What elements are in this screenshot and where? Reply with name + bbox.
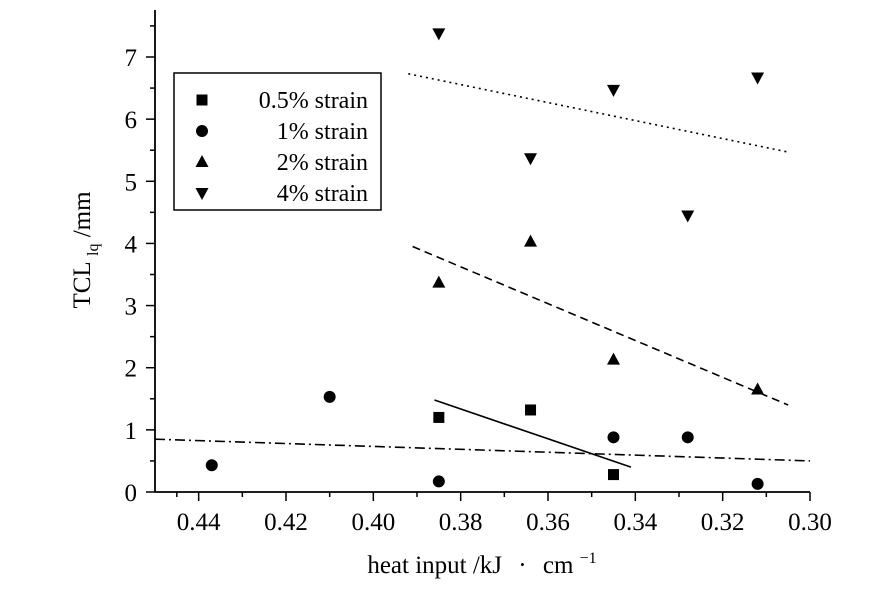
- x-tick-label: 0.38: [439, 509, 483, 536]
- y-tick-label: 7: [125, 45, 138, 72]
- fit-line-triangle-up: [412, 245, 789, 406]
- y-tick-label: 5: [125, 169, 138, 196]
- legend-marker-square: [196, 94, 208, 106]
- x-tick-label: 0.44: [177, 509, 221, 536]
- y-tick-label: 3: [125, 294, 138, 321]
- ticks: 0.44 0.42 0.40 0.38 0.36 0.34 0.32 0.30 0 1 2 3 4 5 6 7: [125, 25, 832, 536]
- legend-box: [173, 72, 382, 211]
- y-tick-label: 1: [125, 418, 138, 445]
- legend-label: 0.5% strain: [259, 88, 368, 114]
- data-point-circle: [681, 431, 694, 444]
- data-point-triangle-down: [607, 84, 620, 97]
- data-point-circle: [205, 459, 218, 472]
- x-tick-label: 0.36: [526, 509, 570, 536]
- y-tick-label: 2: [125, 356, 138, 383]
- fit-lines: [154, 72, 811, 468]
- data-point-circle: [607, 431, 620, 444]
- data-point-circle: [751, 477, 764, 490]
- data-point-square: [608, 469, 619, 481]
- x-tick-label: 0.32: [701, 509, 745, 536]
- data-point-triangle-down: [524, 153, 538, 166]
- x-tick-label: 0.30: [788, 509, 832, 536]
- legend-label: 1% strain: [277, 119, 368, 145]
- data-point-circle: [323, 390, 336, 403]
- y-axis-title: TCL lq /mm: [69, 191, 104, 309]
- x-tick-label: 0.42: [264, 509, 308, 536]
- data-points: [205, 28, 765, 490]
- fit-line-square: [434, 399, 632, 468]
- y-tick-label: 6: [125, 107, 138, 134]
- x-axis-title: heat input /kJ · cm −1: [367, 550, 596, 579]
- data-point-square: [525, 404, 537, 416]
- legend-label: 4% strain: [277, 181, 368, 207]
- y-tick-label: 0: [125, 480, 138, 507]
- data-point-triangle-down: [432, 28, 446, 41]
- data-point-triangle-up: [524, 234, 538, 247]
- data-point-square: [433, 411, 445, 423]
- x-tick-label: 0.40: [351, 509, 395, 536]
- legend-marker-triangle-up: [195, 155, 209, 167]
- data-point-circle: [432, 475, 445, 488]
- data-point-triangle-up: [751, 382, 765, 395]
- data-point-triangle-down: [751, 72, 765, 85]
- axes: [154, 10, 810, 493]
- y-tick-label: 4: [125, 231, 138, 258]
- data-point-triangle-up: [607, 352, 620, 365]
- x-tick-label: 0.34: [613, 509, 657, 536]
- data-point-triangle-down: [681, 210, 695, 223]
- fit-line-circle: [154, 438, 811, 462]
- legend-label: 2% strain: [277, 150, 368, 176]
- legend-marker-circle: [196, 125, 208, 137]
- fit-line-triangle-down: [408, 72, 789, 153]
- legend-marker-triangle-down: [195, 188, 209, 200]
- legend: 0.5% strain 1% strain 2% strain 4% strain: [173, 72, 382, 211]
- data-point-triangle-up: [432, 275, 446, 288]
